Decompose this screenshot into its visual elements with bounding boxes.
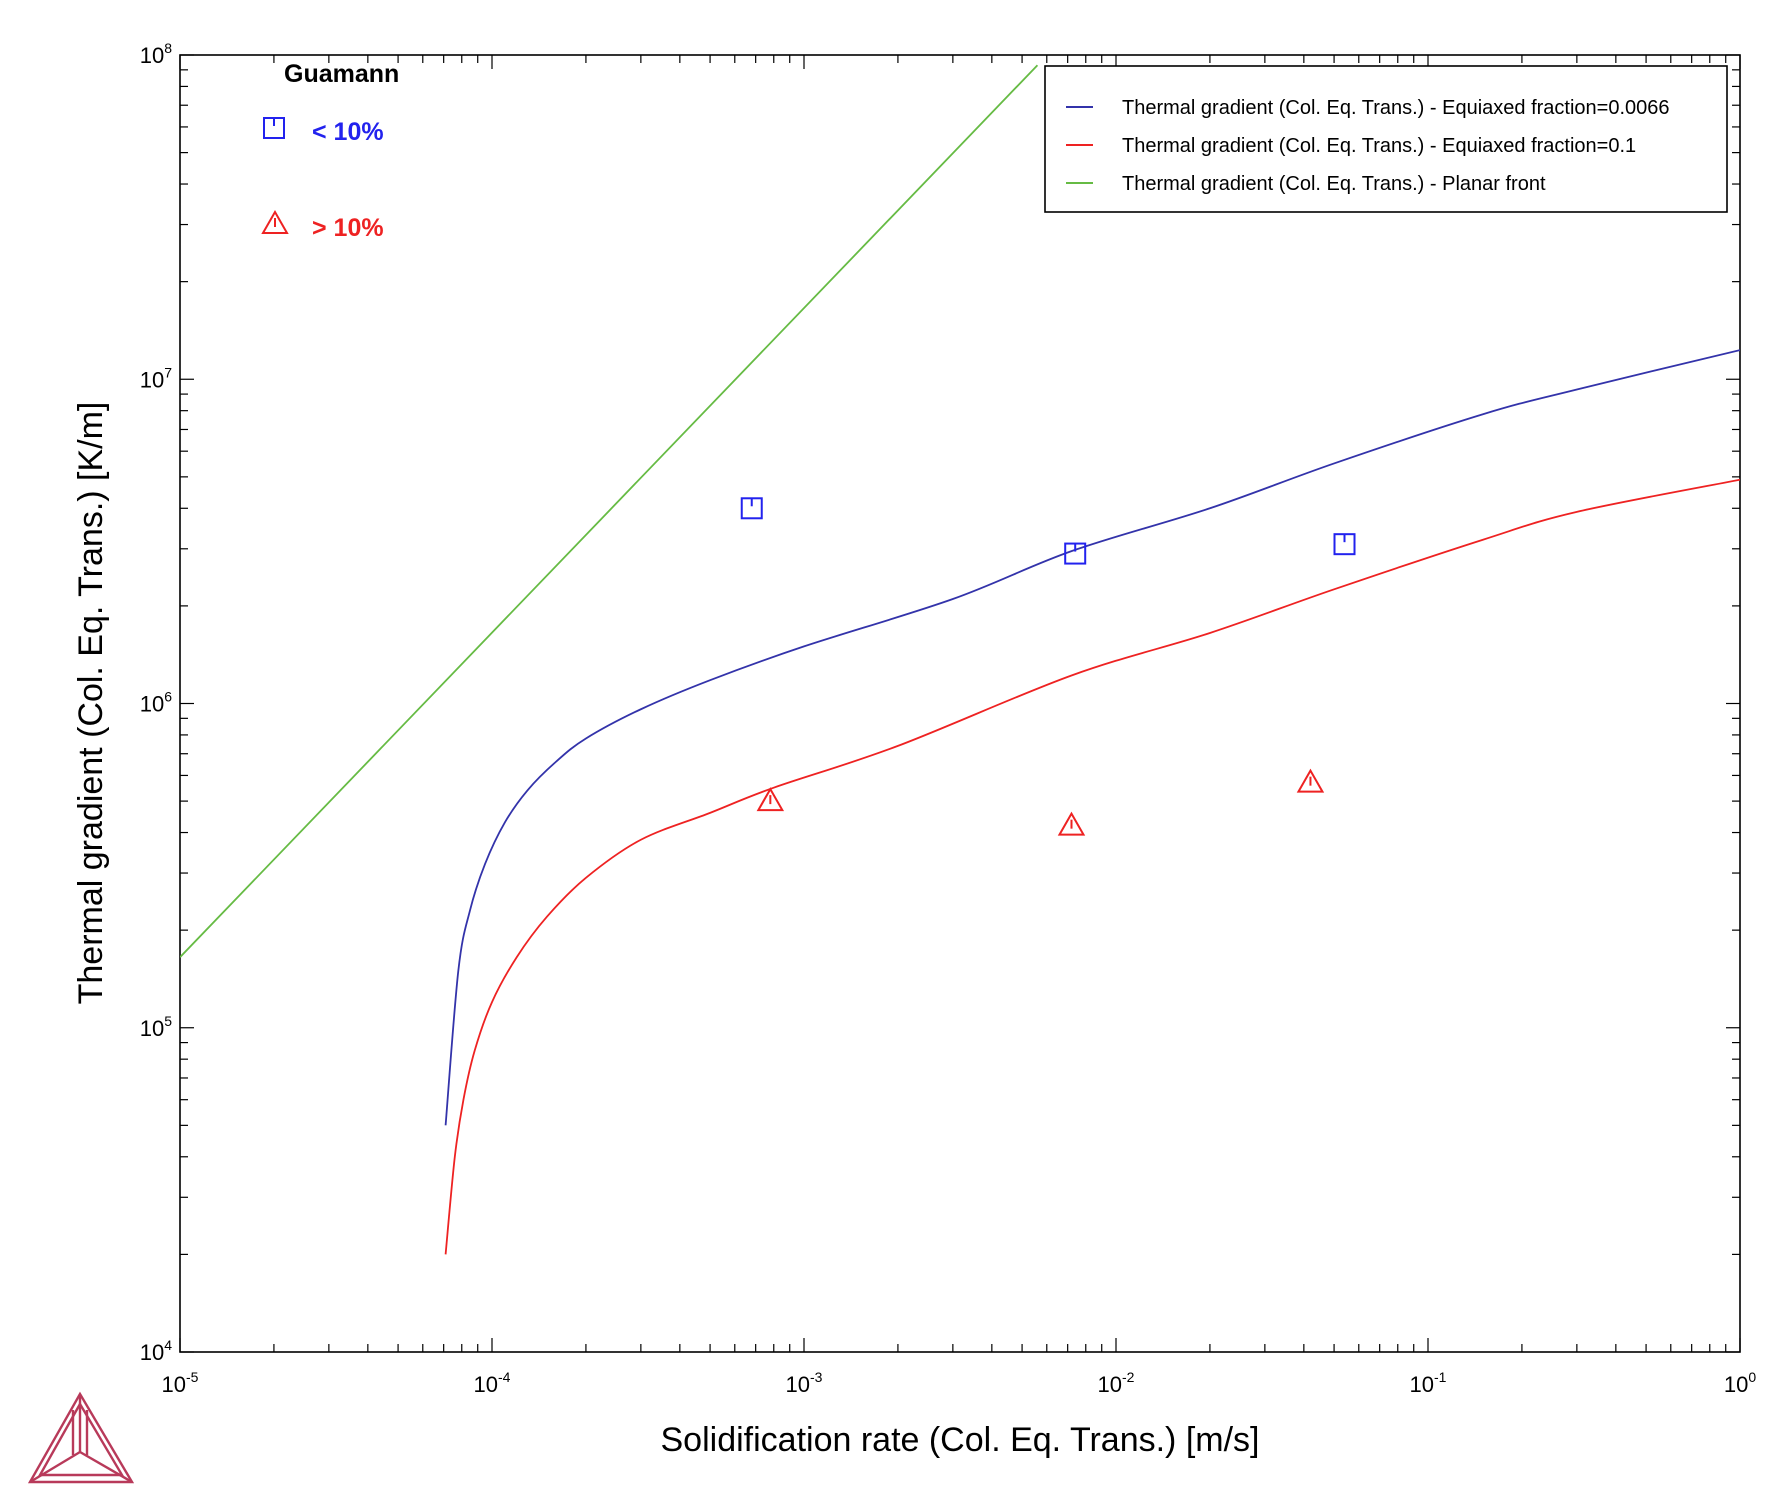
series-line-2 [180, 64, 1039, 958]
y-axis-label: Thermal gradient (Col. Eq. Trans.) [K/m] [72, 402, 110, 1005]
y-tick-label: 107 [140, 364, 172, 392]
legend-label-equiaxed-0066: Thermal gradient (Col. Eq. Trans.) - Equ… [1122, 97, 1670, 119]
x-tick-label: 10-5 [162, 1369, 199, 1397]
data-point-triangle [1296, 768, 1325, 793]
triangle-key-marker [261, 209, 289, 234]
legend-label-planar-front: Thermal gradient (Col. Eq. Trans.) - Pla… [1122, 173, 1546, 195]
annotation-label-above-10: > 10% [312, 214, 384, 242]
y-tick-label: 108 [140, 40, 172, 68]
triangle-marker-outline [756, 787, 785, 812]
x-axis-title: Solidification rate (Col. Eq. Trans.) [m… [661, 1421, 1260, 1459]
data-point-triangle [1057, 811, 1086, 836]
series-line-1 [444, 478, 1740, 1255]
x-tick-label: 10-3 [786, 1369, 823, 1397]
annotation-title: Guamann [284, 60, 399, 88]
annotation-label-below-10: < 10% [312, 118, 384, 146]
x-tick-label: 10-4 [474, 1369, 511, 1397]
series-line-0 [444, 349, 1740, 1126]
logo-icon [27, 1391, 135, 1484]
y-tick-labels: 104 105 106 107 108 [140, 40, 172, 1365]
y-tick-label: 105 [140, 1013, 172, 1041]
triangle-marker-icon [261, 209, 289, 234]
legend-label-equiaxed-01: Thermal gradient (Col. Eq. Trans.) - Equ… [1122, 135, 1636, 157]
series-lines [180, 64, 1740, 1255]
x-tick-labels: 10-5 10-4 10-3 10-2 10-1 100 [162, 1369, 1757, 1397]
axis-ticks [179, 54, 1741, 1353]
data-markers [740, 497, 1356, 836]
x-tick-label: 10-1 [1410, 1369, 1447, 1397]
annotation-block: Guamann < 10% > 10% [261, 60, 399, 242]
y-tick-label: 106 [140, 689, 172, 717]
x-axis-label: Solidification rate (Col. Eq. Trans.) [m… [661, 1421, 1260, 1459]
square-key-marker [263, 117, 285, 139]
x-tick-label: 100 [1724, 1369, 1756, 1397]
y-tick-label: 104 [140, 1337, 172, 1365]
data-point-square [1333, 533, 1356, 556]
square-marker-icon [263, 117, 285, 139]
y-axis-title: Thermal gradient (Col. Eq. Trans.) [K/m] [72, 402, 110, 1005]
legend: Thermal gradient (Col. Eq. Trans.) - Equ… [1044, 65, 1728, 213]
triangle-marker-outline [261, 209, 289, 234]
plot-frame [179, 54, 1741, 1353]
triangle-marker-outline [1057, 811, 1086, 836]
triangle-marker-outline [1296, 768, 1325, 793]
x-tick-label: 10-2 [1098, 1369, 1135, 1397]
data-point-triangle [756, 787, 785, 812]
data-point-square [740, 497, 763, 520]
data-point-square [1064, 542, 1087, 565]
legend-box [1044, 65, 1728, 213]
